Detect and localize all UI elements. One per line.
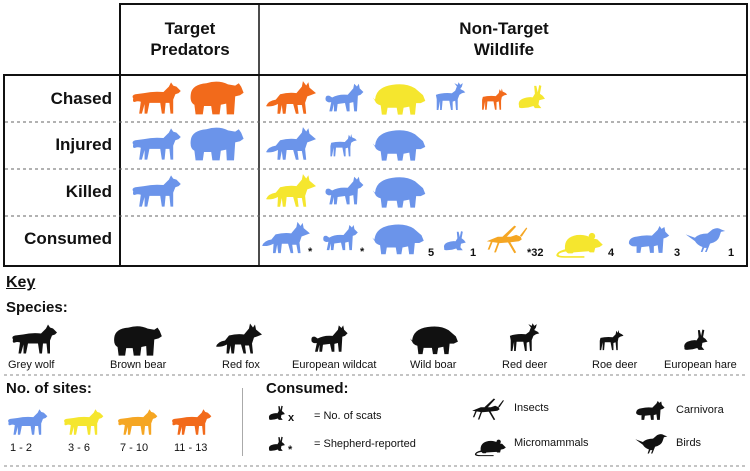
consumed-insect-count: *32 — [527, 247, 544, 259]
key-insects-icon — [470, 396, 506, 422]
injured-bear-icon — [186, 122, 246, 164]
key-roe-deer-label: Roe deer — [592, 359, 638, 371]
injured-boar-icon — [370, 124, 428, 164]
sites-1-2-label: 1 - 2 — [10, 442, 33, 454]
consumed-hare-count: 1 — [470, 247, 477, 259]
key-hare-icon — [680, 322, 712, 358]
chased-boar-icon — [370, 78, 428, 118]
key-title: Key — [6, 274, 36, 291]
row-label-consumed: Consumed — [24, 229, 112, 248]
injured-wolf-icon — [130, 125, 184, 163]
key-wild-boar-label: Wild boar — [410, 359, 457, 371]
key-red-deer-label: Red deer — [502, 359, 548, 371]
key-shepherd-mark: * — [288, 444, 293, 456]
consumed-insect-icon — [484, 221, 530, 257]
key-micromammals-label: Micromammals — [514, 437, 589, 449]
key-wildcat-label: European wildcat — [292, 359, 377, 371]
consumed-carnivora-icon — [626, 220, 674, 258]
consumed-redfox-icon — [260, 219, 312, 257]
key-birds-label: Birds — [676, 437, 702, 449]
row-label-killed: Killed — [65, 182, 112, 201]
consumed-key-title: Consumed: — [266, 380, 349, 397]
consumed-boar-icon — [370, 218, 426, 258]
consumed-micromammal-icon — [552, 222, 606, 260]
chased-wolf-icon — [130, 79, 184, 117]
key-red-fox-icon — [214, 320, 264, 358]
chased-wildcat-icon — [322, 78, 368, 118]
consumed-boar-count: 5 — [428, 247, 435, 259]
bottom-separator — [4, 465, 746, 467]
killed-boar-icon — [370, 171, 428, 211]
killed-wildcat-icon — [322, 171, 368, 211]
consumed-hare-icon — [440, 224, 470, 258]
consumed-bird-icon — [684, 222, 726, 256]
sites-7-10-label: 7 - 10 — [120, 442, 149, 454]
key-red-fox-label: Red fox — [222, 359, 260, 371]
table-frame — [3, 3, 748, 267]
killed-redfox-icon — [262, 172, 320, 210]
key-shepherd-label: = Shepherd-reported — [314, 438, 416, 450]
key-roe-deer-icon — [594, 320, 630, 358]
sites-7-10-icon — [116, 404, 160, 440]
key-carnivora-icon — [634, 396, 668, 424]
consumed-carnivora-count: 3 — [674, 247, 681, 259]
chased-reddeer-icon — [430, 76, 472, 118]
key-wild-boar-icon — [408, 320, 460, 358]
header-target-predators: Target Predators — [150, 19, 230, 59]
sites-title: No. of sites: — [6, 380, 92, 397]
consumed-wildcat-icon — [320, 218, 362, 258]
key-grey-wolf-icon — [10, 320, 60, 358]
key-brown-bear-label: Brown bear — [110, 359, 167, 371]
key-separator — [4, 374, 746, 376]
sites-11-13-icon — [170, 404, 214, 440]
key-grey-wolf-label: Grey wolf — [8, 359, 55, 371]
key-carnivora-label: Carnivora — [676, 404, 724, 416]
chased-hare-icon — [514, 78, 550, 116]
key-red-deer-icon — [504, 318, 546, 358]
key-scats-label: = No. of scats — [314, 410, 382, 422]
species-title: Species: — [6, 299, 68, 316]
sites-1-2-icon — [6, 404, 50, 440]
key-scats-hare-icon — [266, 401, 288, 425]
key-insects-label: Insects — [514, 402, 549, 414]
key-brown-bear-icon — [110, 320, 164, 360]
chased-redfox-icon — [262, 79, 320, 117]
key-hare-label: European hare — [664, 359, 737, 371]
chased-roedeer-icon — [476, 78, 514, 118]
key-shepherd-hare-icon — [266, 432, 288, 456]
consumed-redfox-note: * — [308, 246, 313, 258]
key-divider — [242, 388, 243, 456]
injured-redfox-icon — [262, 125, 320, 163]
sites-11-13-label: 11 - 13 — [174, 442, 208, 454]
header-nontarget-wildlife: Non-Target Wildlife — [459, 19, 549, 59]
killed-wolf-icon — [130, 172, 184, 210]
row-label-chased: Chased — [50, 89, 112, 108]
chased-bear-icon — [186, 76, 246, 118]
key-wildcat-icon — [308, 320, 352, 358]
key-micromammals-icon — [472, 432, 508, 458]
consumed-wildcat-note: * — [360, 246, 365, 258]
row-label-injured: Injured — [55, 135, 112, 154]
consumed-bird-count: 1 — [728, 247, 735, 259]
sites-3-6-label: 3 - 6 — [68, 442, 91, 454]
key-scats-mark: x — [288, 412, 295, 424]
consumed-micromammal-count: 4 — [608, 247, 615, 259]
key-birds-icon — [634, 430, 668, 456]
table-grid — [3, 3, 748, 267]
injured-roedeer-icon — [324, 124, 364, 164]
sites-3-6-icon — [62, 404, 106, 440]
